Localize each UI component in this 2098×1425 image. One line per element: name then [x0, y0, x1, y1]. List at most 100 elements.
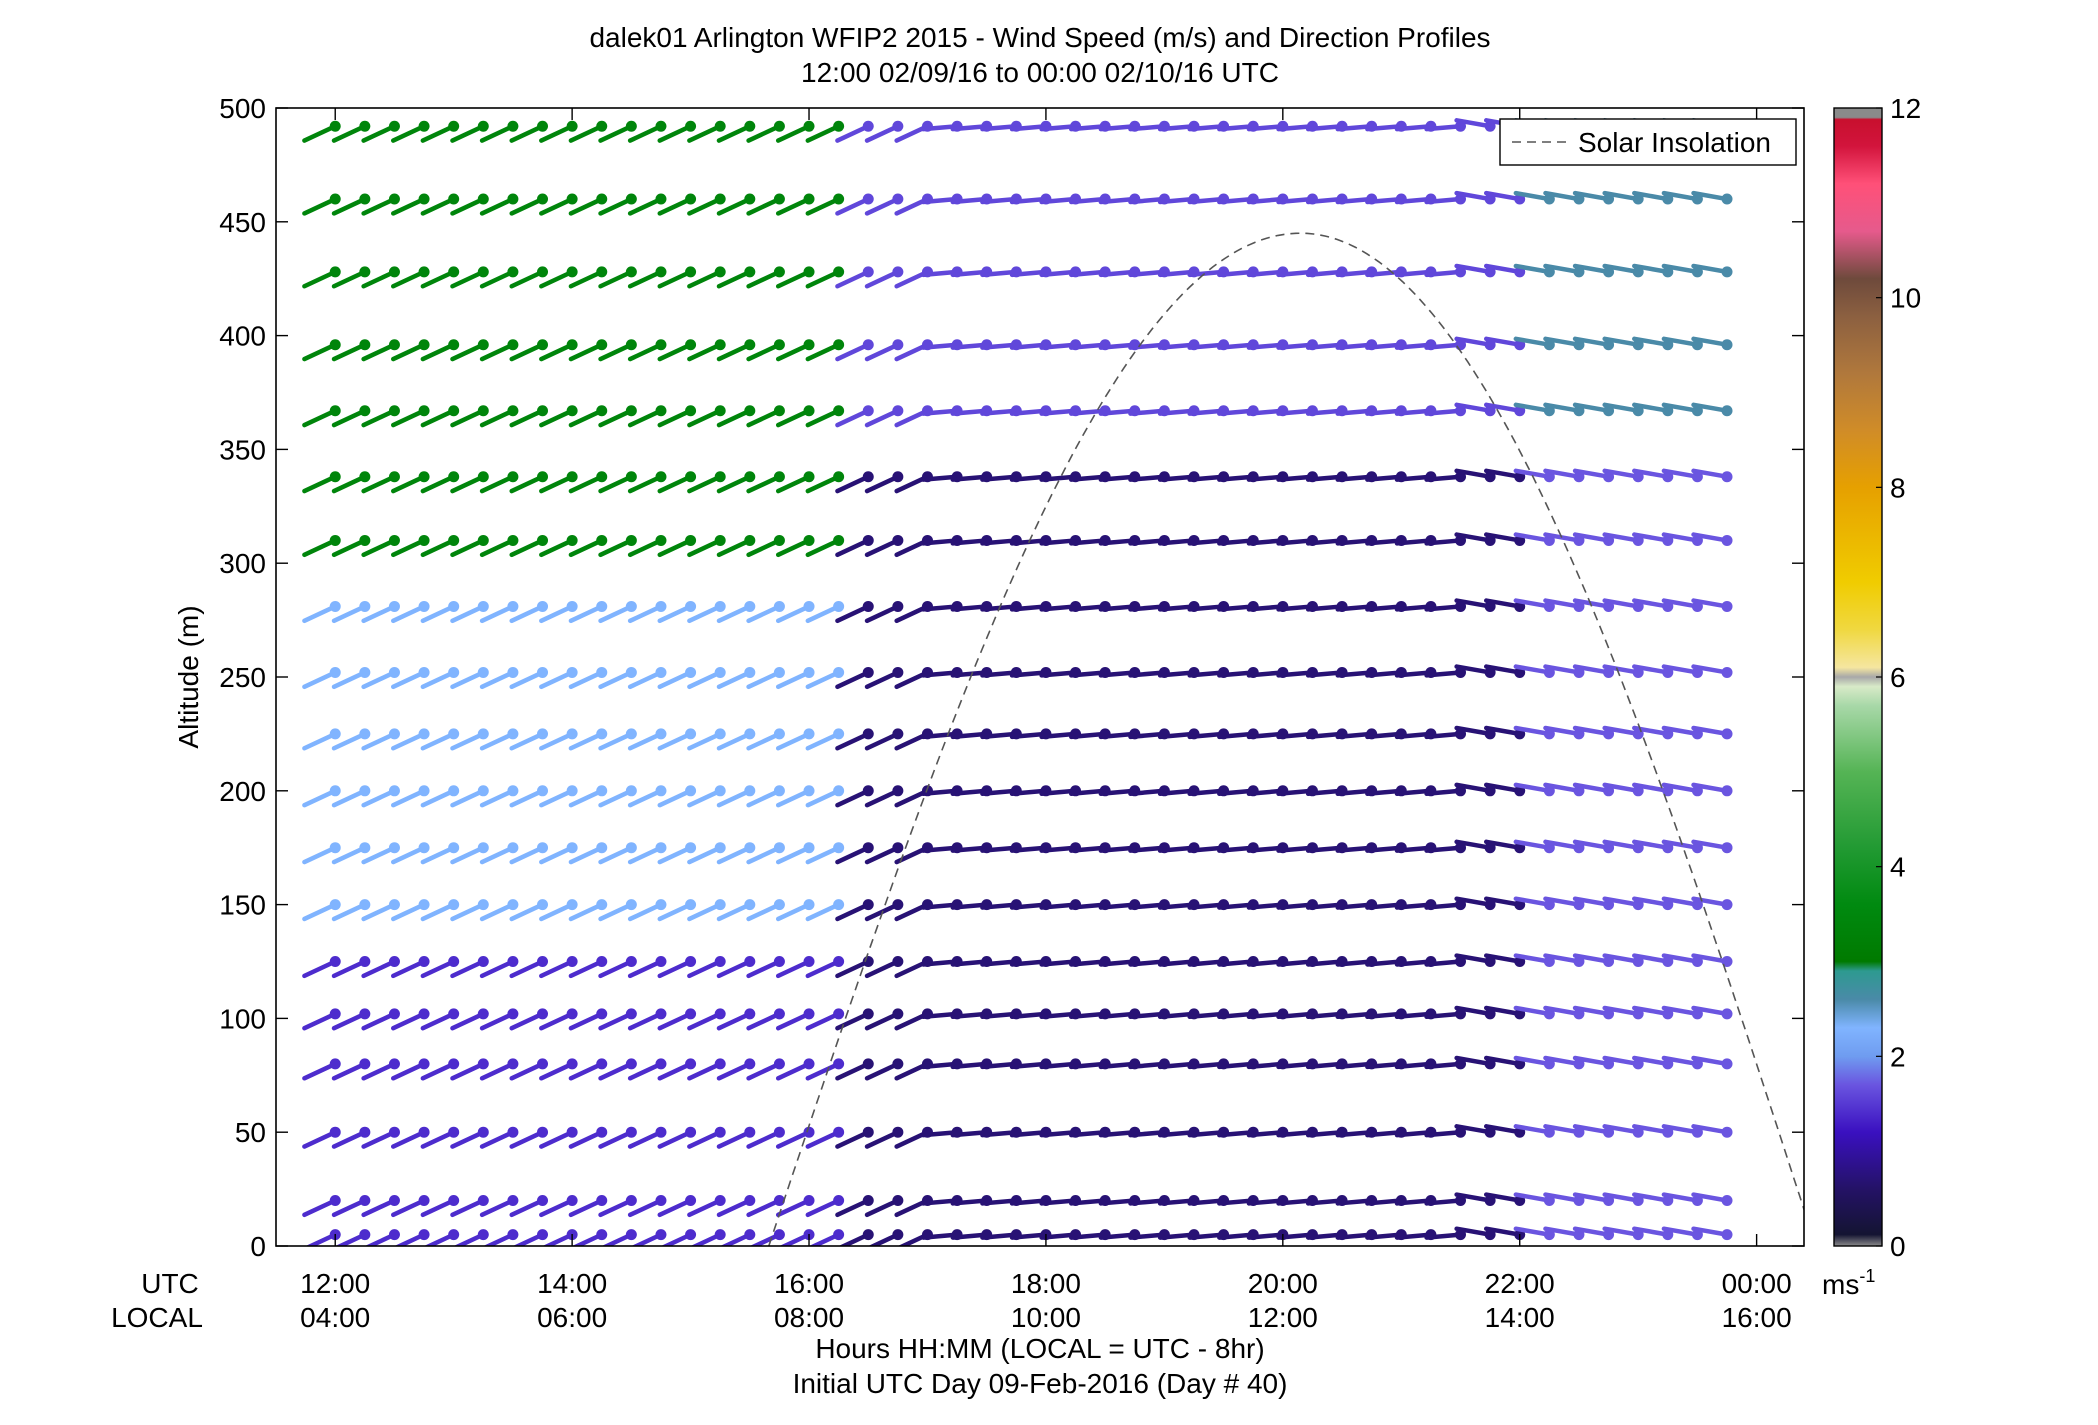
wind-barb [568, 193, 608, 216]
wind-barb-dot [359, 471, 371, 483]
wind-barb [687, 405, 726, 428]
wind-barb-shaft [479, 845, 516, 865]
wind-barb-shaft [331, 474, 368, 494]
wind-barb-dot [655, 1008, 667, 1020]
wind-barb [598, 193, 637, 216]
wind-barb-shaft [1424, 1232, 1463, 1240]
wind-barb-shaft [1128, 959, 1167, 967]
wind-barb-dot [329, 471, 341, 483]
wind-barb-shaft [805, 123, 841, 143]
wind-barb-dot [892, 405, 904, 417]
wind-barb-shaft [509, 408, 545, 428]
wind-barb-dot [892, 120, 904, 132]
wind-barb-shaft [568, 196, 604, 216]
wind-barb-shaft [568, 670, 604, 690]
wind-barb-shaft [1276, 731, 1315, 740]
wind-barb-shaft [361, 269, 397, 289]
wind-barb [479, 266, 519, 289]
wind-barb [835, 266, 874, 289]
wind-barb-shaft [1424, 474, 1463, 482]
wind-barb [539, 1194, 578, 1218]
wind-barb-dot [1721, 339, 1733, 351]
wind-barb [775, 728, 815, 751]
wind-barb [331, 120, 371, 143]
wind-barb-shaft [950, 1129, 989, 1138]
wind-barb-dot [625, 266, 637, 278]
wind-barb-dot [477, 120, 489, 132]
wind-barb-shaft [1454, 190, 1493, 202]
wind-barb-shaft [1128, 196, 1167, 205]
wind-barb [657, 1008, 697, 1031]
wind-barbs-layer [302, 118, 1733, 1246]
wind-barb-shaft [805, 959, 841, 979]
wind-barb-shaft [539, 474, 575, 494]
wind-barb-shaft [1365, 1061, 1404, 1070]
x-tick-label-local: 04:00 [300, 1302, 370, 1333]
wind-barb-shaft [1394, 1129, 1434, 1138]
wind-barb-shaft [1691, 1055, 1730, 1067]
wind-barb-shaft [657, 604, 693, 624]
wind-barb-shaft [302, 1061, 338, 1081]
wind-barb-dot [892, 728, 904, 740]
wind-barb-shaft [627, 1198, 664, 1218]
wind-barb-shaft [920, 902, 960, 910]
wind-barb-shaft [420, 731, 456, 751]
wind-barb [716, 728, 756, 751]
wind-barb-shaft [568, 1011, 604, 1031]
wind-barb-shaft [1246, 1232, 1286, 1240]
wind-barb-shaft [1039, 1011, 1078, 1020]
wind-barb-shaft [420, 1129, 456, 1149]
wind-barb [420, 728, 460, 751]
wind-barb-dot [566, 266, 578, 278]
wind-barb-shaft [1394, 1011, 1434, 1020]
wind-barb-dot [803, 785, 815, 797]
wind-barb-shaft [450, 1129, 486, 1149]
wind-barb [302, 339, 341, 362]
wind-barb-shaft [805, 1129, 841, 1149]
wind-barb [746, 899, 785, 922]
wind-barb-shaft [1276, 408, 1315, 416]
wind-barb [805, 728, 845, 751]
wind-barb-dot [685, 471, 697, 483]
wind-barb-shaft [1661, 263, 1700, 275]
wind-barb-shaft [835, 731, 871, 751]
wind-barb-dot [773, 266, 785, 278]
wind-barb [627, 534, 667, 558]
wind-barb-dot [744, 471, 756, 483]
wind-barb-shaft [1098, 604, 1138, 612]
wind-barb [1691, 1124, 1733, 1138]
wind-barb-dot [744, 1194, 756, 1206]
wind-barb-shaft [479, 408, 516, 428]
wind-barb-shaft [1069, 474, 1108, 482]
wind-barb-shaft [1572, 468, 1611, 479]
wind-barb-shaft [1424, 788, 1463, 797]
wind-barb-shaft [420, 959, 456, 979]
wind-barb [479, 1008, 519, 1031]
wind-barb-shaft [1187, 269, 1226, 278]
wind-barb-shaft [598, 538, 634, 558]
wind-barb-shaft [1009, 123, 1049, 132]
wind-barb-shaft [920, 1198, 960, 1206]
wind-barb-shaft [568, 1061, 604, 1081]
wind-barb-dot [892, 1008, 904, 1020]
wind-barb [302, 956, 341, 979]
wind-barb-dot [448, 1008, 460, 1020]
wind-barb [420, 666, 460, 690]
wind-barb-shaft [657, 731, 693, 751]
wind-barb-dot [803, 534, 815, 546]
wind-barb-dot [537, 666, 549, 678]
wind-barb-shaft [1305, 902, 1345, 910]
wind-barb-dot [773, 785, 785, 797]
wind-barb-shaft [1365, 474, 1404, 482]
wind-barb-shaft [920, 845, 960, 853]
wind-barb-dot [477, 1194, 489, 1206]
wind-barb [598, 534, 637, 558]
wind-barb [598, 899, 637, 922]
wind-barb [479, 1194, 519, 1218]
wind-barb [390, 1194, 430, 1218]
wind-barb-dot [507, 956, 519, 967]
wind-barb [716, 1126, 756, 1149]
wind-barb-shaft [509, 1198, 545, 1218]
wind-barb [568, 956, 608, 979]
wind-barb-shaft [1632, 402, 1671, 413]
